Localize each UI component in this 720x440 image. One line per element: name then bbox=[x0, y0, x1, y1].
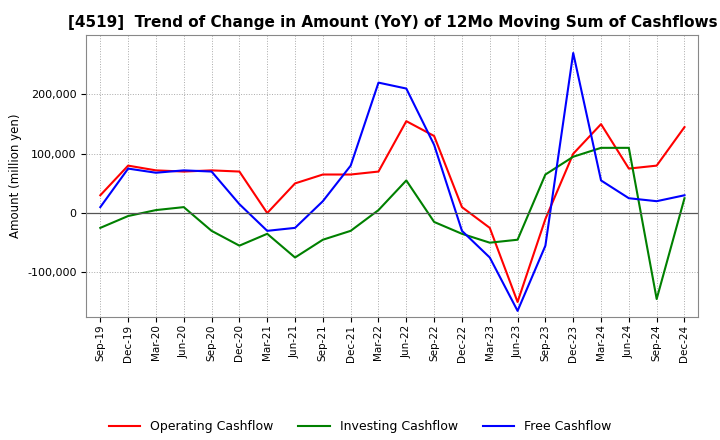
Line: Free Cashflow: Free Cashflow bbox=[100, 53, 685, 311]
Free Cashflow bbox=[263, 228, 271, 234]
Operating Cashflow bbox=[597, 121, 606, 127]
Investing Cashflow bbox=[485, 240, 494, 246]
Investing Cashflow bbox=[318, 237, 327, 242]
Investing Cashflow bbox=[124, 213, 132, 219]
Investing Cashflow bbox=[597, 145, 606, 150]
Title: [4519]  Trend of Change in Amount (YoY) of 12Mo Moving Sum of Cashflows: [4519] Trend of Change in Amount (YoY) o… bbox=[68, 15, 717, 30]
Free Cashflow bbox=[402, 86, 410, 91]
Operating Cashflow bbox=[124, 163, 132, 168]
Operating Cashflow bbox=[430, 133, 438, 139]
Free Cashflow bbox=[291, 225, 300, 231]
Investing Cashflow bbox=[374, 207, 383, 213]
Free Cashflow bbox=[430, 142, 438, 147]
Operating Cashflow bbox=[179, 169, 188, 174]
Operating Cashflow bbox=[346, 172, 355, 177]
Investing Cashflow bbox=[402, 178, 410, 183]
Operating Cashflow bbox=[652, 163, 661, 168]
Free Cashflow bbox=[207, 169, 216, 174]
Operating Cashflow bbox=[374, 169, 383, 174]
Operating Cashflow bbox=[207, 168, 216, 173]
Investing Cashflow bbox=[235, 243, 243, 248]
Free Cashflow bbox=[624, 196, 633, 201]
Investing Cashflow bbox=[513, 237, 522, 242]
Investing Cashflow bbox=[179, 205, 188, 210]
Investing Cashflow bbox=[207, 228, 216, 234]
Investing Cashflow bbox=[152, 207, 161, 213]
Operating Cashflow bbox=[96, 193, 104, 198]
Operating Cashflow bbox=[152, 168, 161, 173]
Free Cashflow bbox=[235, 202, 243, 207]
Investing Cashflow bbox=[624, 145, 633, 150]
Investing Cashflow bbox=[680, 196, 689, 201]
Free Cashflow bbox=[124, 166, 132, 171]
Investing Cashflow bbox=[541, 172, 550, 177]
Free Cashflow bbox=[485, 255, 494, 260]
Investing Cashflow bbox=[652, 297, 661, 302]
Legend: Operating Cashflow, Investing Cashflow, Free Cashflow: Operating Cashflow, Investing Cashflow, … bbox=[104, 415, 616, 438]
Investing Cashflow bbox=[263, 231, 271, 236]
Operating Cashflow bbox=[624, 166, 633, 171]
Y-axis label: Amount (million yen): Amount (million yen) bbox=[9, 114, 22, 238]
Line: Investing Cashflow: Investing Cashflow bbox=[100, 148, 685, 299]
Investing Cashflow bbox=[346, 228, 355, 234]
Operating Cashflow bbox=[318, 172, 327, 177]
Investing Cashflow bbox=[569, 154, 577, 159]
Operating Cashflow bbox=[263, 210, 271, 216]
Investing Cashflow bbox=[96, 225, 104, 231]
Operating Cashflow bbox=[458, 205, 467, 210]
Investing Cashflow bbox=[291, 255, 300, 260]
Free Cashflow bbox=[680, 193, 689, 198]
Free Cashflow bbox=[541, 243, 550, 248]
Operating Cashflow bbox=[513, 299, 522, 304]
Line: Operating Cashflow: Operating Cashflow bbox=[100, 121, 685, 302]
Free Cashflow bbox=[346, 163, 355, 168]
Free Cashflow bbox=[152, 170, 161, 176]
Operating Cashflow bbox=[235, 169, 243, 174]
Free Cashflow bbox=[318, 198, 327, 204]
Investing Cashflow bbox=[430, 219, 438, 224]
Free Cashflow bbox=[569, 50, 577, 55]
Investing Cashflow bbox=[458, 231, 467, 236]
Free Cashflow bbox=[96, 205, 104, 210]
Free Cashflow bbox=[374, 80, 383, 85]
Operating Cashflow bbox=[402, 118, 410, 124]
Operating Cashflow bbox=[541, 216, 550, 222]
Free Cashflow bbox=[458, 228, 467, 234]
Free Cashflow bbox=[597, 178, 606, 183]
Free Cashflow bbox=[652, 198, 661, 204]
Free Cashflow bbox=[179, 168, 188, 173]
Free Cashflow bbox=[513, 308, 522, 314]
Operating Cashflow bbox=[485, 225, 494, 231]
Operating Cashflow bbox=[680, 125, 689, 130]
Operating Cashflow bbox=[291, 181, 300, 186]
Operating Cashflow bbox=[569, 151, 577, 156]
